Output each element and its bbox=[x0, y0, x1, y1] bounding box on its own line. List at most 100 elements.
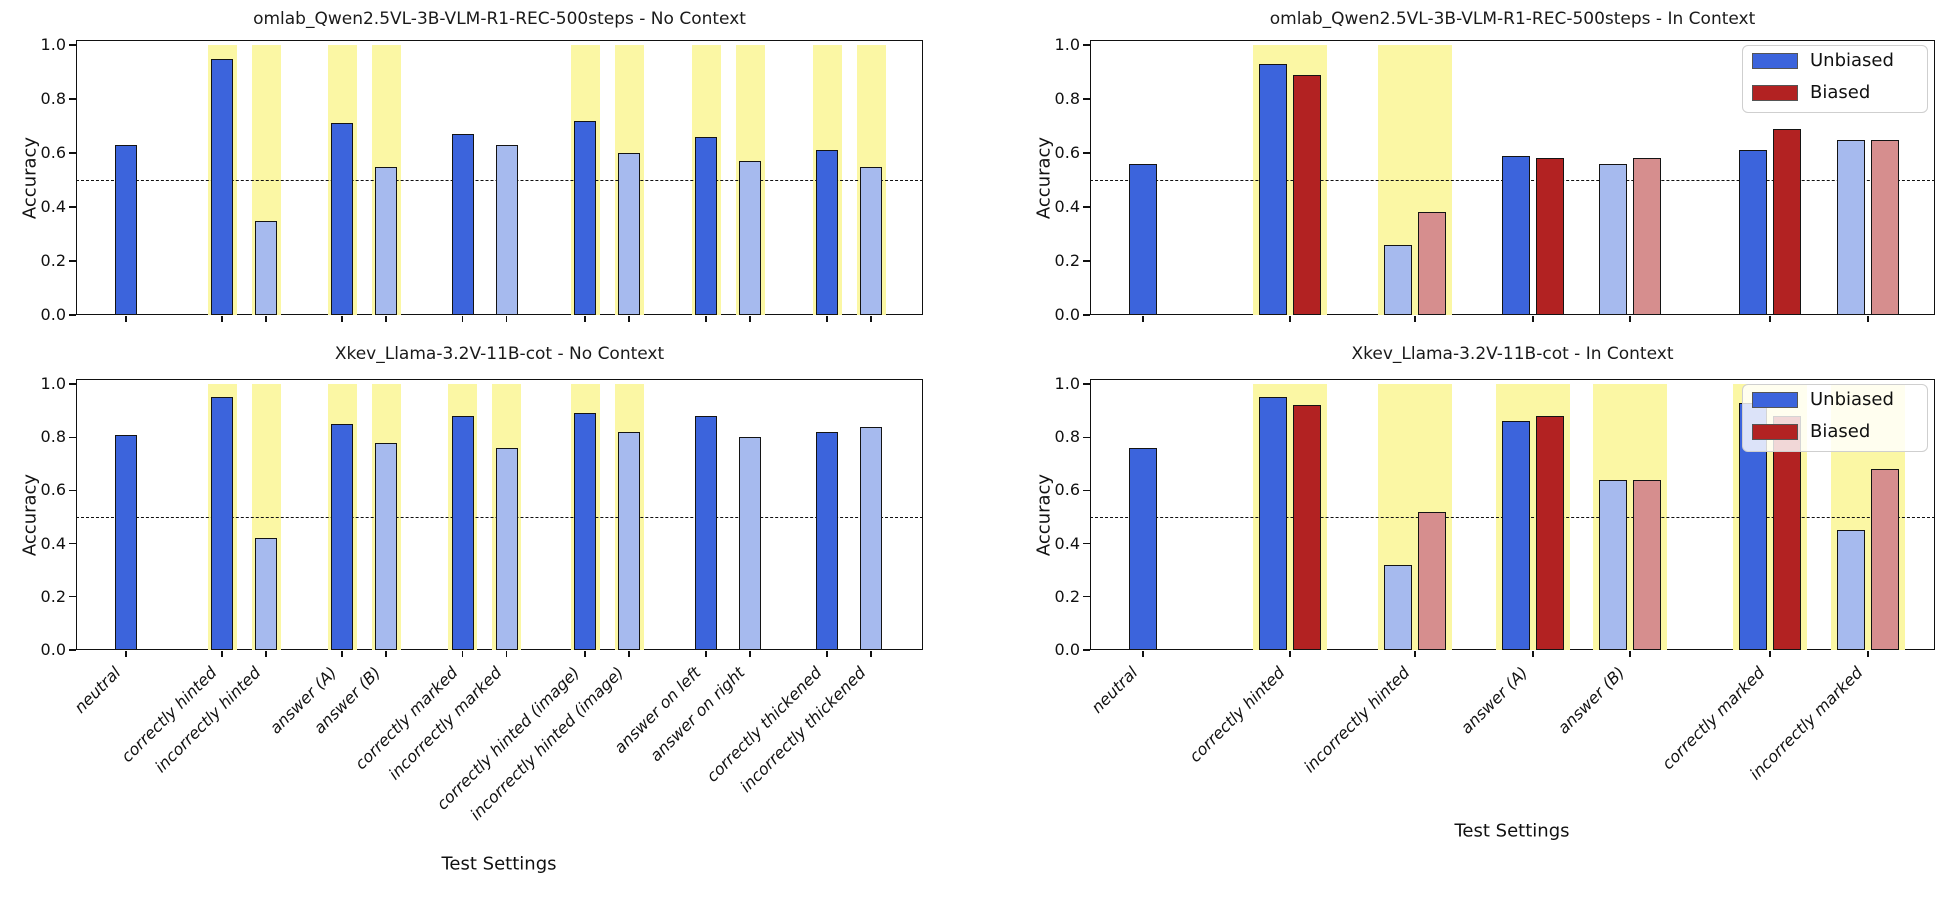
bar-incorrectly-hinted-image- bbox=[618, 431, 640, 650]
bar-answer-on-left bbox=[695, 136, 717, 315]
bar-correctly-hinted-biased bbox=[1293, 74, 1321, 315]
y-tick-label: 0.6 bbox=[40, 480, 66, 500]
y-tick bbox=[69, 436, 76, 438]
bar-answer-a--unbiased bbox=[1502, 155, 1530, 315]
x-tick bbox=[125, 651, 127, 657]
x-tick bbox=[341, 316, 343, 322]
x-tick bbox=[505, 651, 508, 657]
bar-answer-a- bbox=[331, 423, 353, 650]
bar-correctly-hinted-unbiased bbox=[1259, 397, 1287, 650]
y-tick bbox=[1083, 314, 1090, 316]
bar-incorrectly-marked-unbiased bbox=[1837, 139, 1865, 315]
bar-incorrectly-hinted-unbiased bbox=[1384, 244, 1412, 315]
legend-swatch-unbiased bbox=[1752, 392, 1798, 408]
legend-swatch-unbiased bbox=[1752, 53, 1798, 69]
x-tick bbox=[826, 316, 828, 322]
y-tick bbox=[69, 260, 76, 262]
x-tick bbox=[341, 651, 343, 657]
legend-label-unbiased: Unbiased bbox=[1810, 50, 1894, 71]
panel-title-qwen-in-context: omlab_Qwen2.5VL-3B-VLM-R1-REC-500steps -… bbox=[1269, 9, 1756, 29]
bar-correctly-marked-unbiased bbox=[1739, 150, 1767, 315]
x-tick bbox=[1769, 651, 1771, 657]
bar-incorrectly-hinted-unbiased bbox=[1384, 564, 1412, 650]
y-tick-label: 1.0 bbox=[40, 35, 66, 54]
y-tick-label: 0.2 bbox=[1054, 586, 1080, 606]
bar-answer-b--biased bbox=[1633, 479, 1661, 650]
y-tick bbox=[1083, 44, 1090, 46]
y-tick-label: 0.4 bbox=[1054, 197, 1080, 216]
x-tick bbox=[1629, 651, 1631, 657]
y-tick bbox=[1083, 596, 1090, 598]
y-tick bbox=[69, 596, 76, 598]
x-tick bbox=[1142, 316, 1144, 322]
bar-correctly-hinted bbox=[211, 397, 233, 650]
bar-answer-b--biased bbox=[1633, 158, 1661, 315]
x-tick bbox=[705, 316, 707, 322]
legend-label-biased: Biased bbox=[1810, 82, 1871, 103]
bar-answer-a--unbiased bbox=[1502, 421, 1530, 650]
y-tick bbox=[69, 314, 76, 316]
x-tick bbox=[265, 316, 267, 322]
x-axis-label: Test Settings bbox=[441, 853, 557, 875]
x-tick bbox=[1414, 316, 1416, 322]
x-tick bbox=[1769, 316, 1771, 322]
y-tick-label: 0.0 bbox=[40, 640, 66, 659]
x-tick bbox=[385, 316, 387, 322]
x-tick bbox=[1289, 316, 1291, 322]
legend-label-unbiased: Unbiased bbox=[1810, 389, 1894, 410]
bar-correctly-hinted-unbiased bbox=[1259, 63, 1287, 315]
x-tick bbox=[628, 651, 630, 657]
x-tick bbox=[1867, 316, 1869, 322]
x-tick bbox=[1532, 316, 1534, 322]
y-tick-label: 0.4 bbox=[40, 197, 66, 216]
bar-correctly-hinted-image- bbox=[574, 120, 596, 315]
x-tick-label: incorrectly marked bbox=[1745, 662, 1867, 784]
bar-correctly-marked-biased bbox=[1773, 415, 1801, 650]
x-tick bbox=[705, 651, 707, 657]
x-tick bbox=[461, 316, 464, 322]
legend-label-biased: Biased bbox=[1810, 421, 1871, 442]
bar-correctly-thickened bbox=[816, 431, 838, 650]
y-tick bbox=[1083, 152, 1090, 154]
bar-correctly-marked bbox=[451, 415, 474, 650]
bar-answer-a--biased bbox=[1536, 415, 1564, 650]
x-tick bbox=[385, 651, 387, 657]
y-tick-label: 0.8 bbox=[1054, 89, 1080, 108]
x-tick bbox=[870, 316, 872, 322]
x-tick-label: correctly marked bbox=[1658, 662, 1769, 774]
bar-correctly-marked-biased bbox=[1773, 128, 1801, 315]
bar-answer-on-right bbox=[739, 437, 761, 650]
panel-title-llama-in-context: Xkev_Llama-3.2V-11B-cot - In Context bbox=[1351, 344, 1674, 364]
x-tick bbox=[505, 316, 508, 322]
bar-answer-b--unbiased bbox=[1599, 479, 1627, 650]
x-tick bbox=[1629, 316, 1631, 322]
y-tick-label: 0.2 bbox=[40, 586, 66, 606]
x-axis-label: Test Settings bbox=[1454, 820, 1570, 842]
bar-incorrectly-hinted-image- bbox=[618, 153, 640, 315]
y-tick-label: 0.6 bbox=[40, 143, 66, 162]
y-tick-label: 0.0 bbox=[40, 305, 66, 324]
y-tick bbox=[69, 206, 76, 208]
x-tick bbox=[1289, 651, 1291, 657]
y-tick-label: 1.0 bbox=[1054, 35, 1080, 54]
y-tick-label: 0.8 bbox=[1054, 427, 1080, 447]
panel-title-qwen-no-context: omlab_Qwen2.5VL-3B-VLM-R1-REC-500steps -… bbox=[253, 9, 746, 29]
y-tick bbox=[69, 44, 76, 46]
bar-correctly-hinted-image- bbox=[574, 413, 596, 650]
x-tick-label: answer (B) bbox=[1553, 662, 1629, 738]
x-tick bbox=[628, 316, 630, 322]
y-tick-label: 0.8 bbox=[40, 89, 66, 108]
bar-correctly-hinted-biased bbox=[1293, 405, 1321, 650]
bar-incorrectly-hinted bbox=[255, 538, 277, 650]
y-tick bbox=[69, 542, 76, 545]
x-tick bbox=[1532, 651, 1534, 657]
y-tick bbox=[1083, 489, 1090, 492]
x-tick bbox=[1142, 651, 1144, 657]
bar-incorrectly-hinted-biased bbox=[1418, 212, 1446, 315]
x-tick bbox=[749, 316, 751, 322]
legend-swatch-biased bbox=[1752, 85, 1798, 101]
y-tick bbox=[1083, 542, 1090, 545]
y-tick-label: 1.0 bbox=[1054, 374, 1080, 393]
y-tick-label: 0.0 bbox=[1054, 305, 1080, 324]
